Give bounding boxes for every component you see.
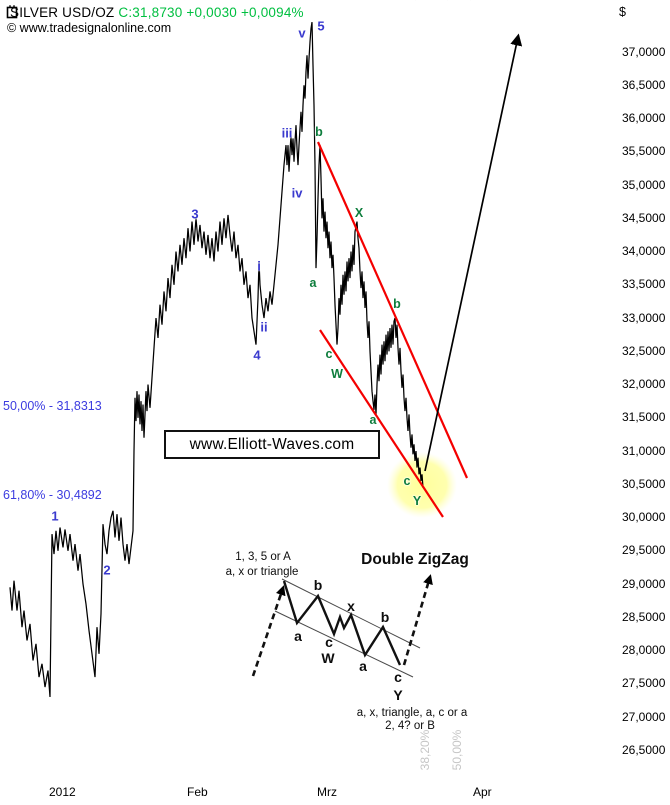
diagram-wave-label-Y: Y (393, 687, 403, 703)
wave-label-c: c (325, 347, 333, 361)
wave-label-b: b (393, 297, 401, 311)
x-axis-label: Feb (187, 785, 208, 799)
diagram-wave-label-b: b (380, 609, 390, 625)
watermark-box: www.Elliott-Waves.com (164, 430, 380, 459)
diagram-title: Double ZigZag (361, 551, 469, 568)
x-axis-label: 2012 (49, 785, 76, 799)
y-axis-label: 28,0000 (622, 643, 666, 657)
fib-time-label: 38,20% (418, 729, 432, 771)
y-axis-label: 26,5000 (622, 742, 666, 757)
y-axis-label: 32,0000 (622, 377, 666, 391)
watermark-text: www.Elliott-Waves.com (189, 435, 355, 453)
wave-label-ii: ii (260, 319, 268, 335)
price-line (9, 22, 424, 698)
diagram-caption-top-2: a, x or triangle (225, 566, 299, 578)
y-axis-label: 27,5000 (622, 676, 666, 691)
x-axis-label: Apr (473, 785, 492, 799)
diagram-wave-label-b: b (313, 577, 323, 593)
chart-header: SILVER USD/OZ C:31,8730 +0,0030 +0,0094% (6, 4, 304, 20)
diagram-wave-label-W: W (321, 650, 335, 666)
symbol-title: SILVER USD/OZ (10, 4, 115, 20)
x-axis-label: Mrz (317, 785, 337, 799)
quote-text: C:31,8730 +0,0030 +0,0094% (118, 4, 304, 20)
y-axis-label: 34,5000 (622, 210, 666, 225)
wave-label-1: 1 (51, 508, 59, 524)
y-axis-label: 33,0000 (622, 310, 666, 325)
red-trendline (319, 329, 444, 518)
wave-label-X: X (354, 206, 364, 220)
diagram-caption-top-1: 1, 3, 5 or A (235, 551, 291, 563)
forecast-arrow (424, 33, 523, 472)
wave-label-a: a (369, 413, 377, 427)
wave-label-5: 5 (317, 18, 325, 34)
y-axis-label: 36,0000 (622, 111, 666, 125)
y-axis-label: 30,5000 (622, 476, 666, 491)
wave-label-iv: iv (291, 185, 303, 201)
wave-label-4: 4 (253, 347, 261, 363)
wave-label-i: i (257, 258, 261, 274)
fib-time-label: 50,00% (450, 729, 464, 771)
wave-label-2: 2 (103, 562, 111, 578)
red-trendline (316, 141, 469, 479)
currency-axis-label: $ (619, 5, 626, 19)
wave-label-a: a (309, 276, 317, 290)
copyright-label: © www.tradesignalonline.com (7, 21, 172, 35)
y-axis-label: 27,0000 (622, 709, 666, 724)
diagram-wave-label-x: x (347, 598, 355, 614)
wave-label-c: c (403, 474, 411, 488)
fib-level-label: 61,80% - 30,4892 (3, 487, 102, 502)
y-axis-label: 31,5000 (622, 410, 666, 425)
diagram-wave-label-a: a (359, 658, 367, 674)
y-axis-label: 33,5000 (622, 277, 666, 292)
diagram-zigzag (282, 580, 402, 666)
diagram-caption-bottom-1: a, x, triangle, a, c or a (356, 707, 468, 719)
diagram-wave-label-c: c (325, 634, 333, 650)
y-axis-label: 34,0000 (622, 244, 666, 258)
wave-label-W: W (331, 367, 343, 381)
y-axis-label: 29,0000 (622, 576, 666, 591)
y-axis-label: 35,5000 (622, 144, 666, 159)
y-axis-label: 37,0000 (622, 44, 666, 59)
y-axis-label: 36,5000 (622, 77, 666, 92)
wave-label-3: 3 (191, 206, 199, 222)
fib-level-label: 50,00% - 31,8313 (3, 398, 102, 413)
y-axis-label: 30,0000 (622, 510, 666, 524)
y-axis-label: 35,0000 (622, 177, 666, 192)
y-axis-label: 28,5000 (622, 609, 666, 624)
diagram-wave-label-a: a (294, 628, 302, 644)
y-axis-label: 32,5000 (622, 343, 666, 358)
y-axis-label: 29,5000 (622, 543, 666, 558)
wave-label-b: b (315, 125, 323, 139)
diagram-wave-label-c: c (394, 669, 402, 685)
y-axis-label: 31,0000 (622, 443, 666, 458)
diagram-dashed-arrow (402, 574, 433, 666)
diagram-caption-bottom-2: 2, 4? or B (385, 720, 435, 732)
wave-label-v: v (298, 25, 306, 41)
wave-label-iii: iii (281, 125, 293, 141)
wave-label-Y: Y (412, 494, 422, 508)
diagram-dashed-arrow (251, 585, 286, 677)
